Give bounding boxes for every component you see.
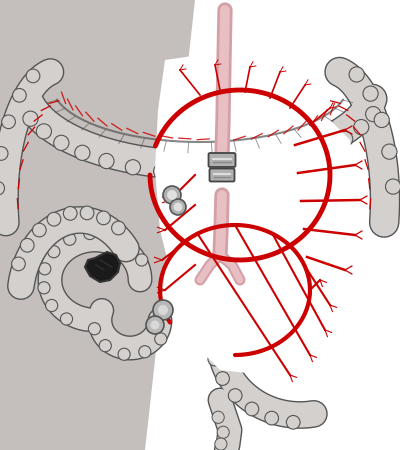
Circle shape [64,233,76,245]
Circle shape [153,300,173,320]
Circle shape [39,263,51,275]
Circle shape [217,292,231,306]
Circle shape [241,162,256,178]
Circle shape [60,313,72,325]
Circle shape [80,206,94,220]
Circle shape [23,111,38,126]
Circle shape [146,316,164,334]
Circle shape [216,372,230,385]
Circle shape [12,257,25,271]
Circle shape [163,186,181,204]
Circle shape [54,135,69,150]
FancyBboxPatch shape [208,153,236,167]
Circle shape [155,333,167,345]
Circle shape [286,415,300,429]
Circle shape [63,207,77,220]
Circle shape [167,190,177,200]
Circle shape [20,238,34,252]
Circle shape [99,340,111,352]
Circle shape [123,239,135,251]
Circle shape [139,346,151,358]
Circle shape [36,124,52,139]
Circle shape [386,179,400,194]
Polygon shape [85,252,120,282]
Circle shape [215,438,227,450]
Circle shape [97,211,110,225]
Circle shape [112,221,125,235]
Circle shape [46,299,58,311]
Circle shape [349,67,364,82]
Circle shape [158,305,168,315]
Circle shape [265,411,278,425]
Circle shape [174,202,182,211]
Circle shape [230,275,244,289]
Polygon shape [155,55,360,375]
Circle shape [0,181,4,195]
Circle shape [363,86,378,101]
Circle shape [48,246,60,258]
Circle shape [170,199,186,215]
Circle shape [208,352,222,366]
Circle shape [354,120,369,135]
Circle shape [26,69,40,83]
Circle shape [125,160,140,175]
Circle shape [12,89,26,102]
Circle shape [183,166,198,181]
Circle shape [212,411,224,423]
Circle shape [209,311,222,325]
Circle shape [382,144,397,159]
Circle shape [212,165,228,180]
Circle shape [88,323,100,335]
Circle shape [105,230,117,242]
Circle shape [374,112,389,127]
Circle shape [269,158,284,173]
Circle shape [99,153,114,169]
Circle shape [245,402,259,416]
Circle shape [136,254,148,266]
Circle shape [2,115,15,129]
FancyBboxPatch shape [210,168,234,181]
Circle shape [0,147,8,160]
Circle shape [84,227,96,239]
Circle shape [318,142,333,157]
Circle shape [75,145,90,160]
Circle shape [32,223,46,237]
Circle shape [47,212,61,226]
Circle shape [154,164,169,179]
Polygon shape [0,0,195,450]
Circle shape [206,332,219,345]
Circle shape [366,107,381,122]
Circle shape [118,348,130,360]
Circle shape [217,426,229,438]
Circle shape [338,131,353,147]
Circle shape [38,282,50,294]
Circle shape [150,320,160,329]
Circle shape [228,389,242,402]
Circle shape [295,151,310,166]
